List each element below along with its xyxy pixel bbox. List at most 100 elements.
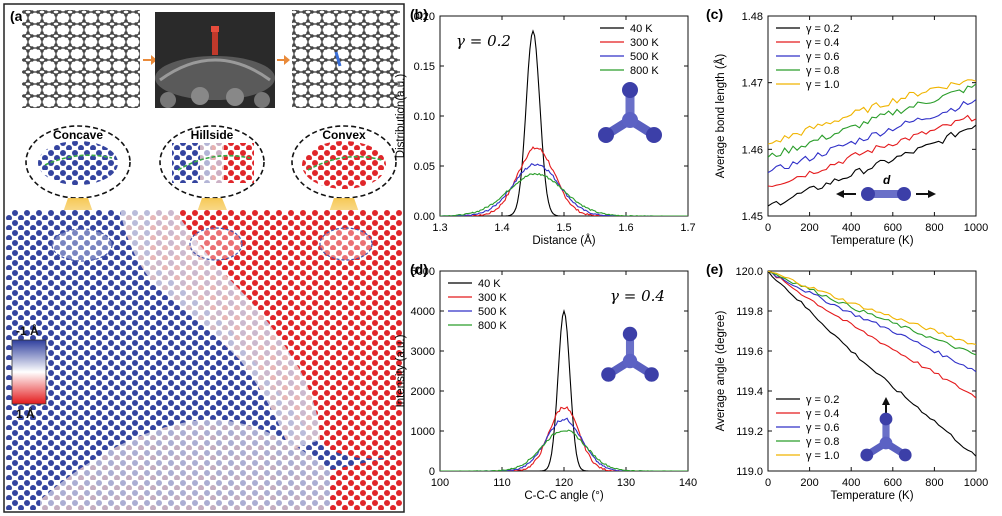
y-tick-label: 1000 <box>411 426 435 438</box>
series-line <box>440 146 688 216</box>
y-tick-label: 4000 <box>411 306 435 318</box>
panel-label: (c) <box>706 6 723 22</box>
series-line <box>440 417 688 471</box>
y-tick-label: 0.00 <box>414 211 435 223</box>
legend: γ = 0.2 γ = 0.4 γ = 0.6 γ = 0.8 γ = 1.0 <box>776 23 839 91</box>
x-tick-label: 600 <box>884 477 902 489</box>
series-line <box>768 271 976 373</box>
arrow-icon <box>143 55 157 65</box>
colorbar: -1 Å 1 Å <box>11 323 47 421</box>
colorbar-top-label: -1 Å <box>16 323 39 338</box>
y-tick-label: 1.45 <box>742 211 763 223</box>
y-tick-label: 0.15 <box>414 61 435 73</box>
y-tick-label: 119.2 <box>736 426 763 438</box>
x-tick-label: 800 <box>925 222 943 234</box>
series-line <box>768 271 976 356</box>
chart-e: (e) 0 200 400 600 800 1000 119.0 119.2 119.4 119.6… <box>706 261 988 502</box>
y-tick-label: 1.47 <box>742 78 763 90</box>
legend: 40 K 300 K 500 K 800 K <box>448 278 507 332</box>
x-tick-label: 400 <box>842 477 860 489</box>
series-line <box>440 172 688 216</box>
x-tick-label: 1000 <box>964 477 988 489</box>
inset-label-concave: Concave <box>53 128 103 142</box>
legend-entry: γ = 1.0 <box>806 79 839 91</box>
atom-icon <box>861 187 875 201</box>
y-tick-label: 2000 <box>411 386 435 398</box>
y-axis-label: Intensity (a.u.) <box>395 334 407 407</box>
atom-icon <box>598 127 614 143</box>
series-line <box>768 79 976 145</box>
x-tick-label: 800 <box>925 477 943 489</box>
legend-entry: 800 K <box>478 320 507 332</box>
arrow-left-icon <box>836 190 844 198</box>
panel-a: (a) Concave Hillside <box>3 3 405 513</box>
inset-concave: Concave <box>25 125 131 199</box>
y-tick-label: 119.8 <box>736 306 763 318</box>
legend-entry: γ = 0.6 <box>806 51 839 63</box>
series-group <box>768 79 976 207</box>
atom-icon <box>622 112 638 128</box>
legend-entry: 300 K <box>630 37 659 49</box>
legend-entry: 40 K <box>478 278 501 290</box>
chart-d: (d) 100 110 120 130 140 0 1000 2000 3000 4000 5000 C… <box>395 261 697 502</box>
atom-icon <box>622 326 638 342</box>
series-line <box>440 429 688 471</box>
atom-icon <box>646 127 662 143</box>
x-tick-label: 1.3 <box>432 222 447 234</box>
y-tick-label: 120.0 <box>735 266 763 278</box>
y-tick-label: 119.6 <box>736 346 763 358</box>
y-tick-label: 0.20 <box>414 11 435 23</box>
arrow-up-icon <box>882 397 890 405</box>
arrow-right-icon <box>928 190 936 198</box>
atom-icon <box>601 367 616 382</box>
x-tick-label: 100 <box>431 477 449 489</box>
y-tick-label: 119.0 <box>736 466 763 478</box>
legend-entry: γ = 0.4 <box>806 408 839 420</box>
atom-icon <box>879 436 893 450</box>
y-axis-label: Average bond length (Å) <box>714 54 727 179</box>
x-tick-label: 400 <box>842 222 860 234</box>
panel-label: (d) <box>410 261 428 277</box>
series-line <box>768 124 976 207</box>
y-tick-label: 3000 <box>411 346 435 358</box>
panel-label: (b) <box>410 6 428 22</box>
x-tick-label: 1.7 <box>680 222 695 234</box>
graphene-lattice-image <box>22 10 140 108</box>
x-axis-label: Temperature (K) <box>830 235 913 247</box>
gamma-annotation: γ = 0.4 <box>610 287 665 305</box>
legend: 40 K 300 K 500 K 800 K <box>600 23 659 77</box>
series-line <box>768 271 976 399</box>
legend-entry: 40 K <box>630 23 653 35</box>
height-map <box>6 210 402 510</box>
gamma-annotation: γ = 0.2 <box>456 32 511 50</box>
x-axis-label: C-C-C angle (°) <box>524 490 604 502</box>
legend-entry: 500 K <box>630 51 659 63</box>
legend-entry: γ = 0.4 <box>806 37 839 49</box>
legend-entry: γ = 0.8 <box>806 436 839 448</box>
series-line <box>440 406 688 471</box>
legend-entry: 300 K <box>478 292 507 304</box>
atom-icon <box>860 448 874 462</box>
series-line <box>768 83 976 158</box>
legend-entry: γ = 0.2 <box>806 23 839 35</box>
x-tick-label: 600 <box>884 222 902 234</box>
chart-c: (c) 0 200 400 600 800 1000 1.45 1.46 1.47 1.48 Temp… <box>706 6 988 247</box>
panel-label: (e) <box>706 261 723 277</box>
legend-entry: 800 K <box>630 65 659 77</box>
y-axis-label: Average angle (degree) <box>715 311 727 432</box>
inset-hillside: Hillside <box>159 125 265 199</box>
atom-icon <box>897 187 911 201</box>
x-axis-label: Temperature (K) <box>830 490 913 502</box>
series-line <box>768 99 976 174</box>
series-group <box>440 308 688 471</box>
inset-convex: Convex <box>291 125 397 199</box>
x-tick-label: 1.5 <box>556 222 571 234</box>
legend-entry: γ = 0.6 <box>806 422 839 434</box>
plot-frame <box>767 270 977 472</box>
x-tick-label: 120 <box>555 477 573 489</box>
inset-label-convex: Convex <box>322 128 366 142</box>
x-axis-label: Distance (Å) <box>532 234 595 247</box>
atom-icon <box>898 448 912 462</box>
defect-lattice-image <box>292 10 400 108</box>
